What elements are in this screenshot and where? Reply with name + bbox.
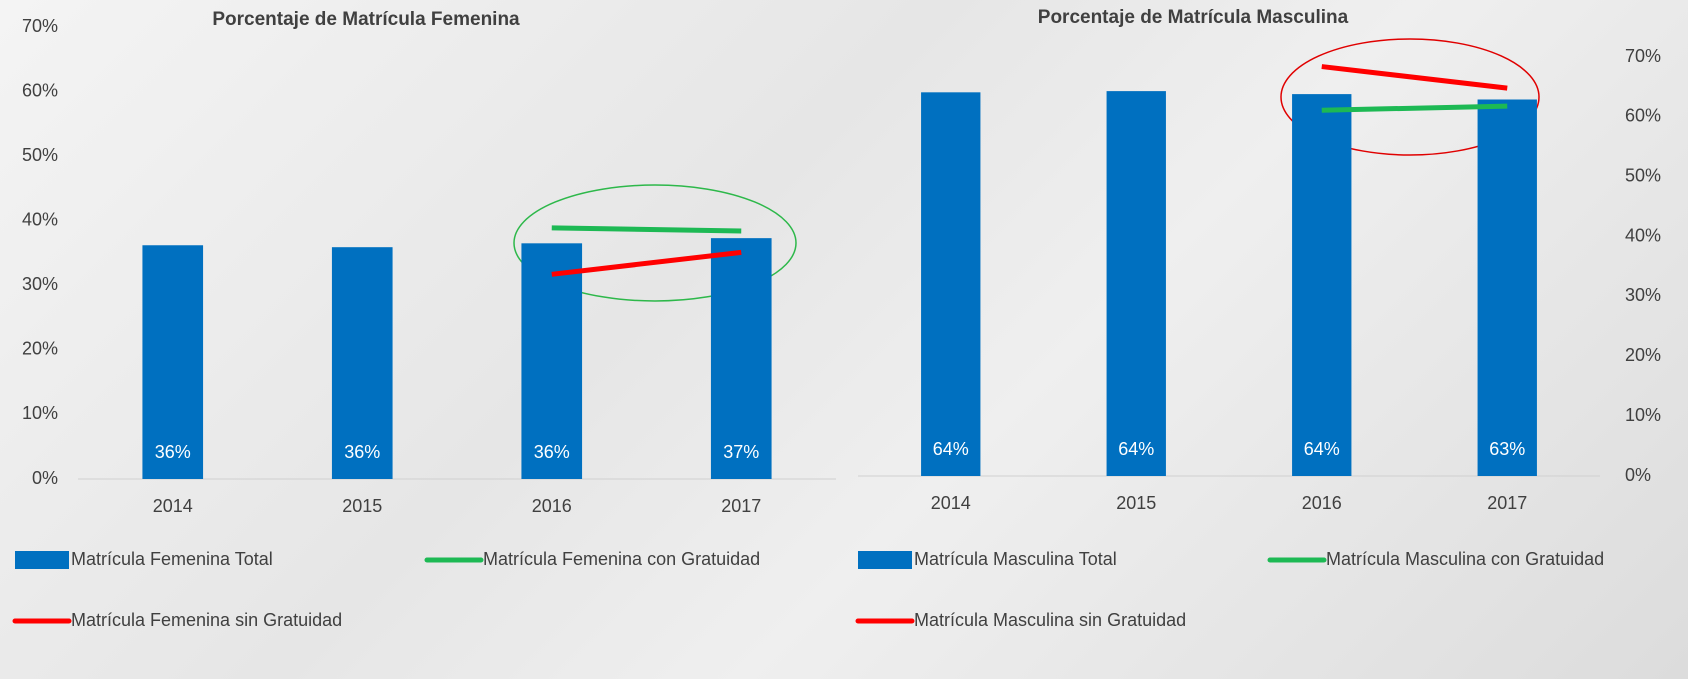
data-label: 37%	[723, 442, 759, 462]
data-label: 36%	[155, 442, 191, 462]
data-label: 64%	[1304, 439, 1340, 459]
legend-label: Matrícula Femenina Total	[71, 549, 273, 569]
y-tick-label: 50%	[22, 145, 58, 165]
y-tick-label: 10%	[1625, 405, 1661, 425]
legend-label: Matrícula Masculina con Gratuidad	[1326, 549, 1604, 569]
x-tick-label: 2016	[1302, 493, 1342, 513]
x-tick-label: 2015	[342, 496, 382, 516]
x-tick-label: 2017	[1487, 493, 1527, 513]
y-tick-label: 50%	[1625, 165, 1661, 185]
line	[552, 228, 742, 231]
bar	[921, 92, 980, 476]
x-tick-label: 2014	[153, 496, 193, 516]
x-tick-label: 2014	[931, 493, 971, 513]
chart-title: Porcentaje de Matrícula Masculina	[1038, 7, 1349, 28]
y-tick-label: 0%	[32, 468, 58, 488]
data-label: 63%	[1489, 439, 1525, 459]
legend-label: Matrícula Masculina sin Gratuidad	[914, 610, 1186, 630]
y-tick-label: 60%	[22, 80, 58, 100]
y-tick-label: 40%	[1625, 225, 1661, 245]
data-label: 64%	[933, 439, 969, 459]
x-tick-label: 2017	[721, 496, 761, 516]
legend-label: Matrícula Femenina sin Gratuidad	[71, 610, 342, 630]
data-label: 64%	[1118, 439, 1154, 459]
legend-swatch	[15, 551, 69, 569]
y-tick-label: 60%	[1625, 106, 1661, 126]
legend-label: Matrícula Femenina con Gratuidad	[483, 549, 760, 569]
y-tick-label: 10%	[22, 403, 58, 423]
chart: Porcentaje de Matrícula Femenina 0% 10% 20%…	[0, 0, 1688, 679]
y-tick-label: 40%	[22, 209, 58, 229]
bar	[1292, 94, 1351, 476]
y-tick-label: 30%	[1625, 285, 1661, 305]
x-tick-label: 2016	[532, 496, 572, 516]
bar	[1478, 99, 1537, 476]
bar	[1107, 91, 1166, 476]
data-label: 36%	[534, 442, 570, 462]
legend-label: Matrícula Masculina Total	[914, 549, 1117, 569]
y-tick-label: 70%	[1625, 46, 1661, 66]
chart-title: Porcentaje de Matrícula Femenina	[212, 9, 520, 30]
line	[1322, 67, 1508, 89]
y-tick-label: 30%	[22, 274, 58, 294]
y-tick-label: 0%	[1625, 465, 1651, 485]
legend-swatch	[858, 551, 912, 569]
data-label: 36%	[344, 442, 380, 462]
y-tick-label: 20%	[1625, 345, 1661, 365]
y-tick-label: 70%	[22, 16, 58, 36]
x-tick-label: 2015	[1116, 493, 1156, 513]
y-tick-label: 20%	[22, 339, 58, 359]
page: Porcentaje de Matrícula Femenina 0% 10% 20%…	[0, 0, 1688, 679]
